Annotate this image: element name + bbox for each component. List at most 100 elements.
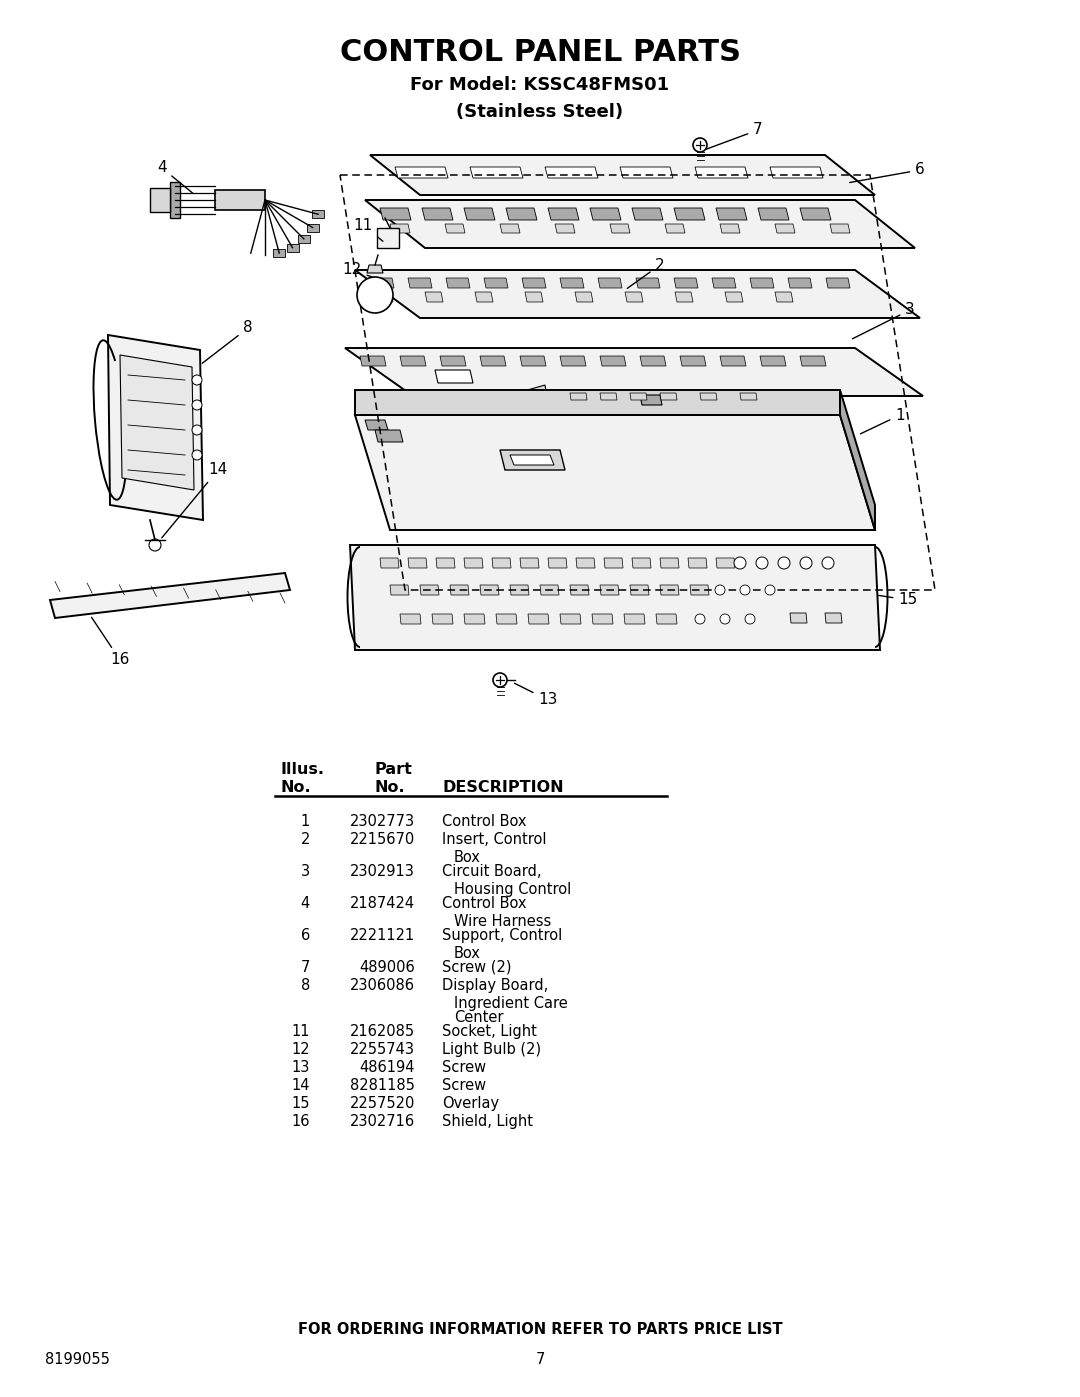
Polygon shape — [840, 390, 875, 529]
Polygon shape — [740, 393, 757, 400]
Text: 8281185: 8281185 — [350, 1078, 415, 1092]
Polygon shape — [690, 585, 708, 595]
Polygon shape — [370, 278, 394, 288]
Polygon shape — [561, 615, 581, 624]
Polygon shape — [422, 208, 453, 219]
Text: Support, Control: Support, Control — [442, 928, 563, 943]
Polygon shape — [760, 356, 786, 366]
Text: CONTROL PANEL PARTS: CONTROL PANEL PARTS — [339, 38, 741, 67]
Polygon shape — [484, 278, 508, 288]
Polygon shape — [528, 615, 549, 624]
Polygon shape — [598, 278, 622, 288]
Text: Socket, Light: Socket, Light — [442, 1024, 537, 1039]
Circle shape — [192, 374, 202, 386]
Polygon shape — [712, 278, 735, 288]
Polygon shape — [170, 182, 180, 218]
Circle shape — [756, 557, 768, 569]
Polygon shape — [408, 557, 427, 569]
Text: 14: 14 — [162, 462, 228, 538]
Polygon shape — [440, 356, 465, 366]
Polygon shape — [640, 395, 662, 405]
Text: 2255743: 2255743 — [350, 1042, 415, 1058]
Text: Box: Box — [454, 849, 481, 865]
Text: 1: 1 — [861, 408, 905, 434]
Circle shape — [720, 615, 730, 624]
Text: FOR ORDERING INFORMATION REFER TO PARTS PRICE LIST: FOR ORDERING INFORMATION REFER TO PARTS … — [298, 1322, 782, 1337]
Polygon shape — [464, 208, 495, 219]
Polygon shape — [674, 208, 705, 219]
Polygon shape — [540, 585, 559, 595]
Polygon shape — [696, 168, 748, 177]
Polygon shape — [600, 356, 626, 366]
Text: 14: 14 — [292, 1078, 310, 1092]
Polygon shape — [680, 356, 706, 366]
Polygon shape — [632, 557, 651, 569]
Polygon shape — [312, 210, 324, 218]
Polygon shape — [700, 393, 717, 400]
Polygon shape — [632, 208, 663, 219]
Polygon shape — [380, 557, 399, 569]
Polygon shape — [660, 557, 679, 569]
Polygon shape — [377, 228, 399, 249]
Polygon shape — [600, 393, 617, 400]
Text: 2302773: 2302773 — [350, 814, 415, 828]
Polygon shape — [307, 224, 319, 232]
Polygon shape — [519, 557, 539, 569]
Polygon shape — [675, 292, 693, 302]
Polygon shape — [570, 393, 588, 400]
Text: 13: 13 — [514, 683, 557, 707]
Polygon shape — [688, 557, 707, 569]
Polygon shape — [660, 585, 679, 595]
Text: Shield, Light: Shield, Light — [442, 1113, 534, 1129]
Text: Wire Harness: Wire Harness — [454, 914, 551, 929]
Polygon shape — [360, 356, 386, 366]
Text: 4: 4 — [300, 895, 310, 911]
Polygon shape — [630, 585, 649, 595]
Polygon shape — [464, 615, 485, 624]
Text: Screw: Screw — [442, 1078, 486, 1092]
Text: 11: 11 — [292, 1024, 310, 1039]
Circle shape — [734, 557, 746, 569]
Text: Ingredient Care: Ingredient Care — [454, 996, 568, 1011]
Polygon shape — [555, 224, 575, 233]
Text: 3: 3 — [852, 303, 915, 338]
Circle shape — [357, 277, 393, 313]
Text: 15: 15 — [292, 1097, 310, 1111]
Text: 2162085: 2162085 — [350, 1024, 415, 1039]
Polygon shape — [800, 208, 831, 219]
Polygon shape — [298, 235, 310, 243]
Polygon shape — [507, 208, 537, 219]
Circle shape — [192, 400, 202, 409]
Polygon shape — [548, 208, 579, 219]
Polygon shape — [625, 292, 643, 302]
Text: 2257520: 2257520 — [350, 1097, 415, 1111]
Polygon shape — [420, 585, 438, 595]
Polygon shape — [365, 420, 388, 430]
Polygon shape — [620, 168, 673, 177]
Text: 13: 13 — [292, 1060, 310, 1076]
Text: 7: 7 — [536, 1352, 544, 1368]
Text: Circuit Board,: Circuit Board, — [442, 863, 541, 879]
Polygon shape — [725, 292, 743, 302]
Circle shape — [778, 557, 789, 569]
Circle shape — [192, 450, 202, 460]
Text: 2215670: 2215670 — [350, 833, 415, 847]
Circle shape — [693, 138, 707, 152]
Text: 2302913: 2302913 — [350, 863, 415, 879]
Polygon shape — [400, 615, 421, 624]
Polygon shape — [286, 243, 298, 251]
Text: 8: 8 — [202, 320, 253, 363]
Polygon shape — [570, 585, 589, 595]
Polygon shape — [561, 356, 586, 366]
Circle shape — [192, 425, 202, 434]
Polygon shape — [426, 292, 443, 302]
Polygon shape — [640, 356, 666, 366]
Polygon shape — [480, 585, 499, 595]
Polygon shape — [610, 224, 630, 233]
Polygon shape — [375, 430, 403, 441]
Text: 8199055: 8199055 — [45, 1352, 110, 1368]
Polygon shape — [716, 557, 735, 569]
Text: 2306086: 2306086 — [350, 978, 415, 993]
Polygon shape — [519, 356, 546, 366]
Polygon shape — [660, 393, 677, 400]
